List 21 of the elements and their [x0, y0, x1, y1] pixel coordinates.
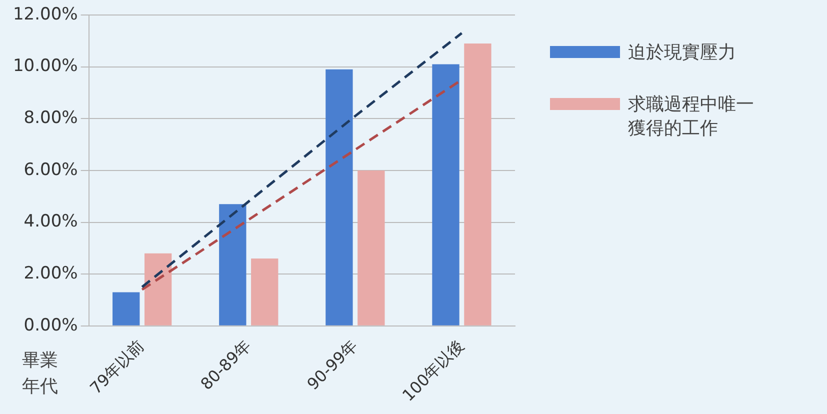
y-tick-label: 6.00%: [24, 160, 78, 180]
bar: [464, 44, 492, 326]
bar: [219, 204, 246, 326]
bar: [358, 170, 385, 326]
y-tick-label: 12.00%: [12, 4, 78, 24]
y-tick-label: 8.00%: [24, 108, 78, 128]
line-series: [140, 32, 463, 288]
y-tick-label: 4.00%: [24, 212, 78, 232]
legend-label: 求職過程中唯一獲得的工作: [628, 93, 755, 140]
y-tick-label: 10.00%: [12, 56, 78, 76]
legend-label: 迫於現實壓力: [628, 41, 736, 64]
x-tick-label: 100年以後: [398, 336, 468, 405]
x-axis-title: 畢業年代: [22, 348, 59, 399]
bar: [326, 69, 353, 326]
bar: [432, 64, 460, 326]
x-tick-label: 79年以前: [86, 336, 148, 398]
bar: [144, 253, 172, 326]
bar: [112, 292, 140, 326]
y-tick-label: 0.00%: [24, 315, 78, 336]
y-tick-label: 2.00%: [24, 263, 78, 284]
bar: [251, 258, 278, 326]
